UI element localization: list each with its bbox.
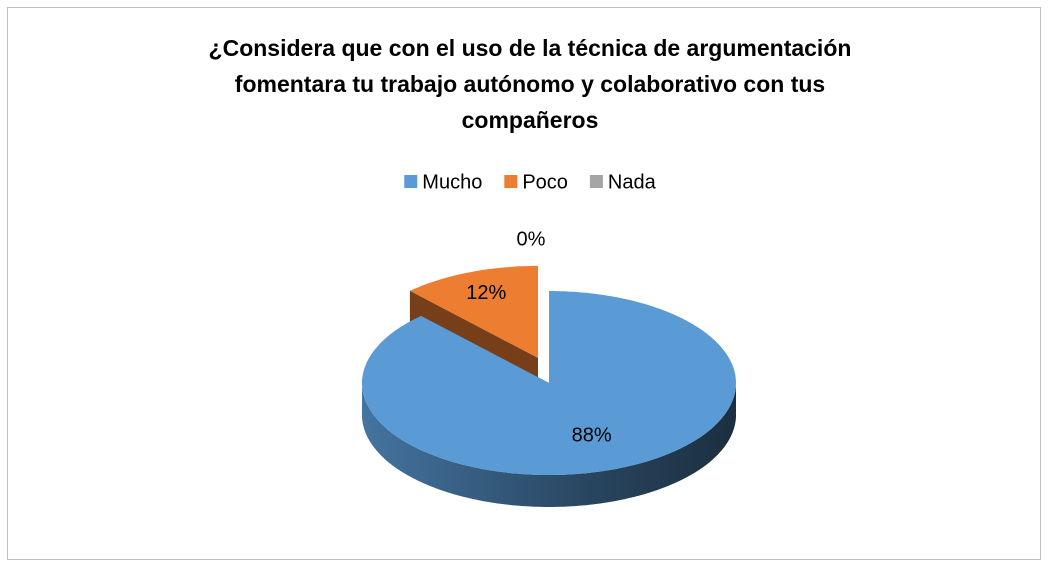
slice-top bbox=[362, 291, 736, 475]
legend-item: Poco bbox=[504, 171, 568, 193]
legend-label: Poco bbox=[522, 171, 568, 193]
slice-top bbox=[409, 265, 538, 358]
legend-swatch bbox=[504, 175, 518, 188]
legend-label: Nada bbox=[608, 171, 657, 193]
legend-swatch bbox=[589, 175, 603, 188]
slice-side bbox=[362, 383, 736, 507]
chart-frame bbox=[7, 7, 1041, 560]
slice bbox=[362, 291, 736, 507]
data-label: 0% bbox=[517, 229, 546, 251]
chart-title: ¿Considera que con el uso de la técnica … bbox=[208, 35, 852, 133]
legend-item: Mucho bbox=[404, 171, 482, 193]
data-label: 12% bbox=[466, 282, 506, 304]
data-label: 88% bbox=[572, 424, 612, 446]
legend-item: Nada bbox=[589, 171, 657, 193]
legend-label: Mucho bbox=[422, 171, 482, 193]
legend-swatch bbox=[404, 175, 418, 188]
